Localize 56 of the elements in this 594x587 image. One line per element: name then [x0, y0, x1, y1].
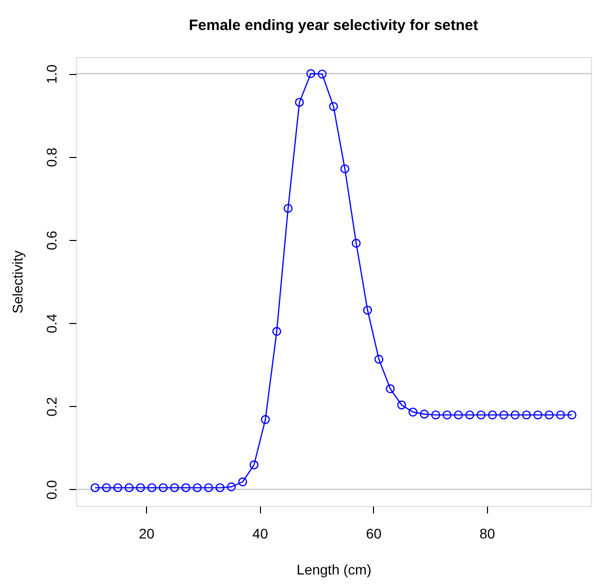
point [533, 410, 542, 420]
point [386, 384, 395, 394]
y-tick-label: 0.6 [44, 230, 60, 250]
point [499, 410, 508, 420]
point [420, 410, 429, 419]
point [158, 483, 168, 492]
chart-title: Female ending year selectivity for setnet [188, 17, 478, 34]
point [329, 102, 338, 111]
point [510, 410, 520, 420]
point [454, 410, 463, 420]
point [272, 326, 282, 336]
y-tick-label: 1.0 [44, 64, 60, 84]
point [408, 408, 418, 417]
point [567, 410, 576, 420]
x-tick-label: 80 [479, 526, 496, 542]
point [284, 204, 293, 213]
point [306, 69, 316, 78]
point [124, 483, 134, 492]
point [431, 410, 440, 420]
point [192, 483, 202, 492]
y-tick-label: 0.0 [44, 480, 60, 500]
point [204, 483, 214, 492]
x-tick-label: 20 [138, 526, 155, 542]
point [136, 483, 145, 492]
point [226, 482, 236, 492]
point [113, 483, 122, 492]
point [170, 483, 180, 492]
point [442, 410, 452, 420]
x-tick-label: 60 [366, 526, 382, 542]
point [488, 410, 497, 420]
point [260, 415, 270, 424]
point [465, 410, 474, 420]
y-tick-label: 0.2 [44, 396, 60, 416]
point [363, 306, 372, 315]
point [318, 70, 327, 79]
point [476, 410, 486, 420]
y-tick-label: 0.4 [44, 314, 60, 334]
y-tick-label: 0.8 [44, 147, 60, 168]
point [340, 164, 350, 174]
x-tick-label: 40 [252, 526, 268, 542]
point [238, 477, 248, 486]
point [294, 98, 304, 107]
point [352, 238, 361, 248]
y-axis-title: Selectivity [10, 250, 26, 314]
point [544, 410, 554, 420]
point [90, 483, 100, 492]
point [215, 483, 224, 492]
point [102, 483, 111, 492]
x-axis-title: Length (cm) [296, 562, 372, 578]
point [397, 400, 406, 410]
point [556, 410, 566, 420]
point [181, 483, 190, 492]
point [522, 410, 531, 420]
point [250, 460, 258, 470]
point [147, 483, 156, 492]
point [374, 354, 384, 364]
